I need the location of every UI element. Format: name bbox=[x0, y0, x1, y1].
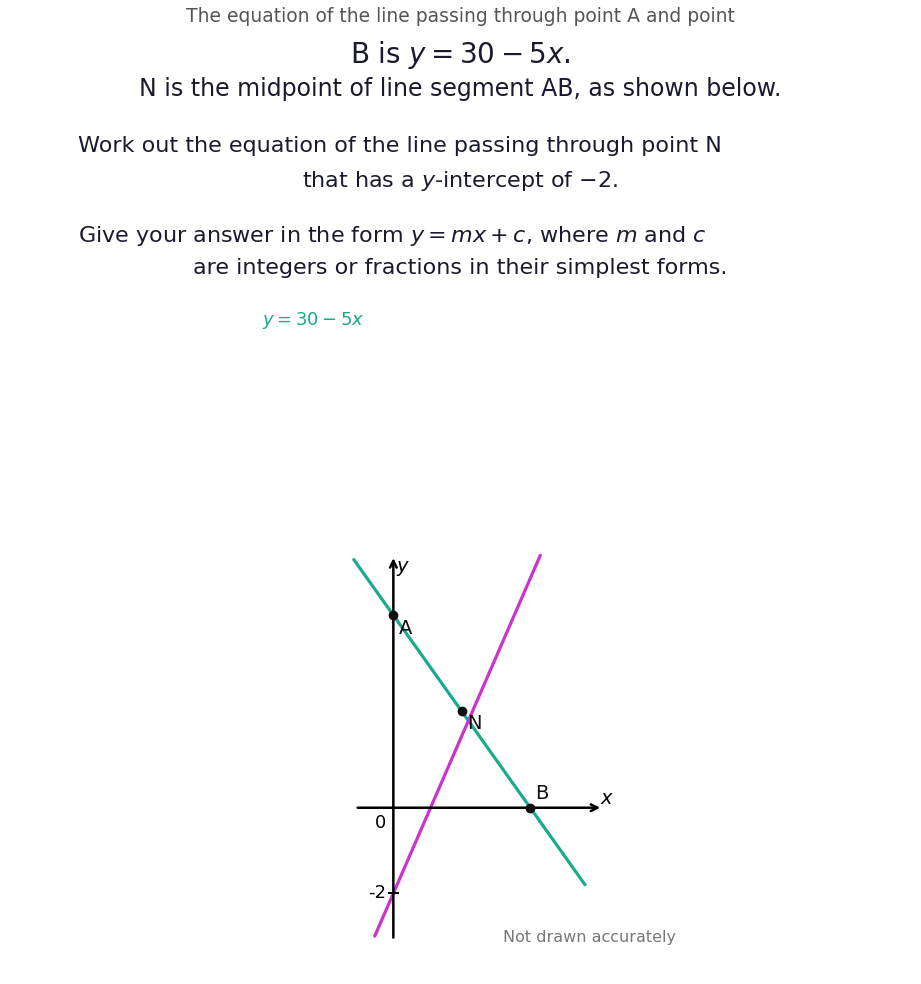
Text: y: y bbox=[397, 558, 408, 577]
Text: that has a $y$-intercept of $-2$.: that has a $y$-intercept of $-2$. bbox=[302, 169, 619, 193]
Text: x: x bbox=[600, 789, 612, 808]
Text: Give your answer in the form $y = mx + c$, where $m$ and $c$: Give your answer in the form $y = mx + c… bbox=[78, 224, 707, 248]
Text: The equation of the line passing through point A and point: The equation of the line passing through… bbox=[186, 7, 735, 26]
Text: are integers or fractions in their simplest forms.: are integers or fractions in their simpl… bbox=[193, 258, 728, 277]
Text: Not drawn accurately: Not drawn accurately bbox=[503, 930, 676, 945]
Text: B is $y = 30 - 5x$.: B is $y = 30 - 5x$. bbox=[350, 39, 571, 72]
Text: N is the midpoint of line segment AB, as shown below.: N is the midpoint of line segment AB, as… bbox=[139, 77, 782, 100]
Text: 0: 0 bbox=[375, 814, 386, 832]
Text: B: B bbox=[535, 784, 549, 804]
Text: -2: -2 bbox=[367, 885, 386, 902]
Text: N: N bbox=[467, 713, 482, 733]
Text: Work out the equation of the line passing through point N: Work out the equation of the line passin… bbox=[78, 136, 722, 155]
Text: $y=30-5x$: $y=30-5x$ bbox=[262, 310, 365, 331]
Text: A: A bbox=[399, 620, 413, 639]
